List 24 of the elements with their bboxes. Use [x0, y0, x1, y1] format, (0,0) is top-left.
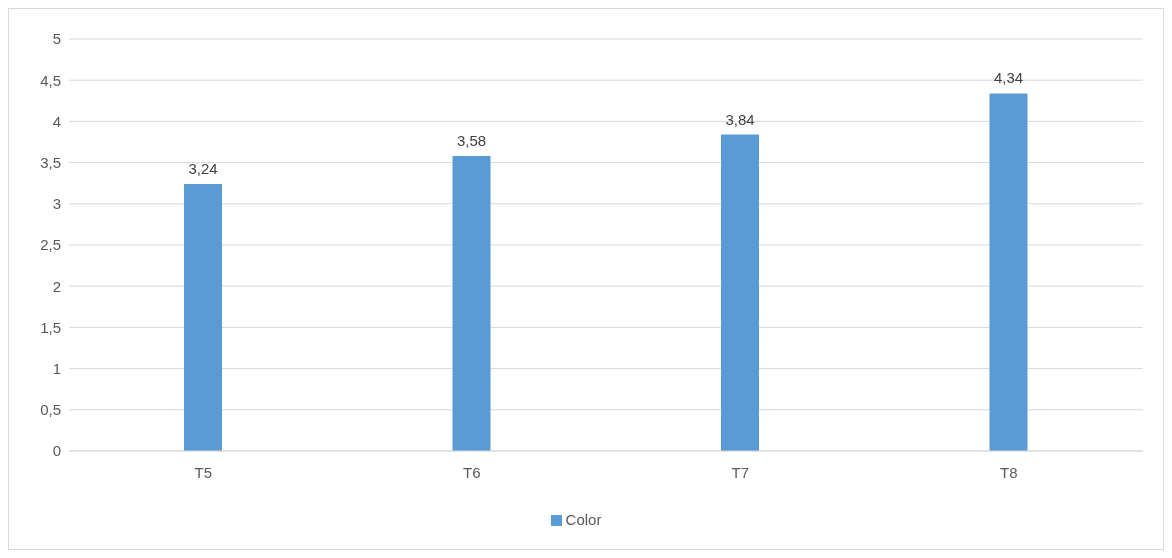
- data-label: 3,58: [456, 132, 487, 150]
- x-tick-label: T7: [731, 463, 750, 481]
- y-tick-label: 0,5: [40, 401, 61, 419]
- y-tick-label: 1: [52, 359, 61, 377]
- y-tick-label: 2,5: [40, 236, 61, 254]
- y-tick-label: 4: [52, 112, 61, 130]
- bar: [452, 156, 491, 451]
- y-tick-label: 1,5: [40, 318, 61, 336]
- y-tick-label: 4,5: [40, 71, 61, 89]
- y-tick-label: 5: [52, 30, 61, 48]
- x-tick-label: T5: [194, 463, 213, 481]
- y-tick-label: 3: [52, 195, 61, 213]
- data-label: 3,84: [725, 110, 755, 128]
- x-tick-label: T8: [999, 463, 1018, 481]
- data-label: 4,34: [993, 69, 1024, 87]
- bar: [721, 134, 759, 451]
- bar: [184, 184, 222, 451]
- x-tick-label: T6: [462, 463, 481, 481]
- data-label: 3,24: [188, 160, 218, 178]
- y-tick-label: 0: [52, 442, 61, 460]
- bar: [989, 93, 1028, 451]
- legend-label: Color: [565, 511, 602, 528]
- y-tick-label: 2: [52, 277, 61, 295]
- y-tick-label: 3,5: [40, 153, 61, 171]
